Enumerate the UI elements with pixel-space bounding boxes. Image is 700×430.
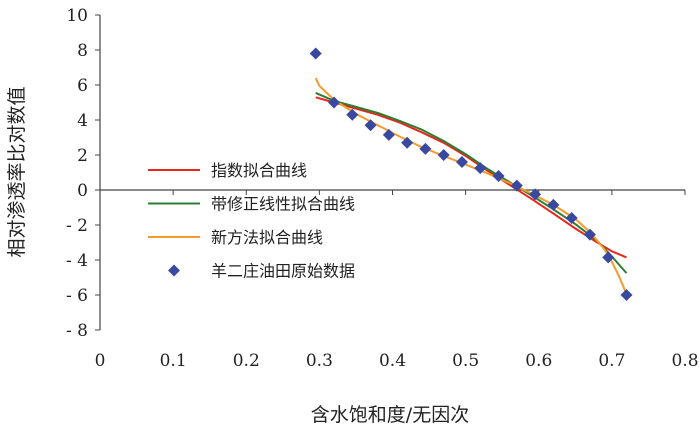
data-point [419,142,432,155]
tick-labels: 10 8 6 4 2 0 - 2 - 4 - 6 - 8 0 0.1 0.2 0.3 0.4 0.5 0.6 0.… [66,6,698,371]
data-point [602,251,615,264]
axes [95,14,686,331]
x-tick-label: 0.1 [160,351,187,371]
legend-label: 指数拟合曲线 [211,161,307,180]
x-axis-title: 含水饱和度/无因次 [311,404,469,426]
series [309,47,633,301]
data-point [492,170,505,182]
series-0 [315,96,627,259]
x-tick-label: 0.5 [452,351,479,371]
data-point [401,136,414,149]
data-point [328,96,340,109]
y-axis-title: 相对渗透率比对数值 [6,86,28,257]
data-point [529,188,542,201]
x-tick-label: 0.3 [306,351,333,371]
x-tick-label: 0.2 [233,351,260,371]
data-point [547,198,560,211]
x-tick-label: 0.6 [525,351,552,371]
legend-swatch [168,264,180,277]
data-point [437,149,450,161]
y-tick-label: 10 [66,6,88,26]
x-tick-label: 0.4 [379,351,406,371]
y-tick-label: 8 [77,41,88,61]
x-tick-label: 0.7 [598,351,625,371]
legend-label: 羊二庄油田原始数据 [211,262,355,281]
data-point [620,289,633,301]
data-point [364,119,377,132]
y-tick-label: 6 [77,76,88,96]
y-tick-label: - 6 [66,286,88,306]
legend-label: 新方法拟合曲线 [211,228,323,247]
y-tick-label: - 4 [66,251,88,271]
series-line [315,91,628,274]
data-point [382,128,395,141]
y-tick-label: 4 [77,111,88,131]
series-line [315,96,627,259]
data-point [455,156,468,168]
x-tick-label: 0.8 [671,351,698,371]
data-point [346,108,359,121]
data-point [510,179,523,192]
legend-label: 带修正线性拟合曲线 [211,195,355,214]
y-tick-label: 0 [77,181,88,201]
y-tick-label: - 8 [66,321,88,341]
y-tick-label: - 2 [66,216,88,236]
series-1 [315,91,628,274]
data-point [309,47,322,60]
data-point [565,212,578,224]
x-tick-label: 0 [95,351,106,371]
y-tick-label: 2 [77,146,88,166]
data-point [474,162,487,175]
data-point [583,228,596,241]
series-3 [309,47,633,301]
